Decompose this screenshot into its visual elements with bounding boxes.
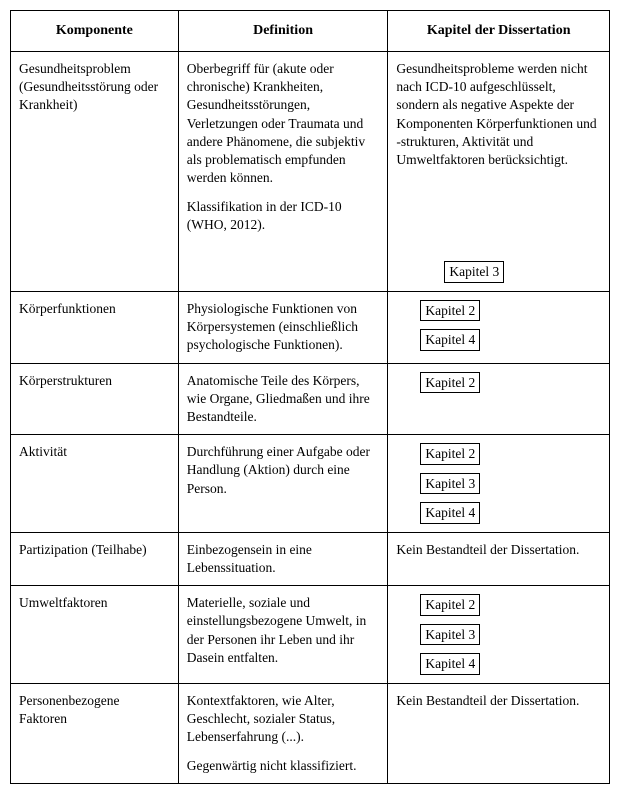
chapter-link[interactable]: Kapitel 4: [420, 329, 480, 351]
cell-komponente: Aktivität: [11, 435, 179, 533]
table-row: Personenbezogene FaktorenKontextfaktoren…: [11, 683, 610, 783]
kapitel-note: Gesundheitsprobleme werden nicht nach IC…: [396, 60, 601, 169]
table-body: Gesundheitsproblem (Gesundheitsstörung o…: [11, 52, 610, 784]
kapitel-note: Kein Bestandteil der Dissertation.: [396, 541, 601, 559]
definition-paragraph: Einbezogensein in eine Lebenssituation.: [187, 541, 380, 577]
cell-definition: Kontextfaktoren, wie Alter, Geschlecht, …: [178, 683, 388, 783]
cell-kapitel: Kein Bestandteil der Dissertation.: [388, 532, 610, 585]
table-row: KörperfunktionenPhysiologische Funktione…: [11, 291, 610, 363]
table-row: UmweltfaktorenMaterielle, soziale und ei…: [11, 586, 610, 684]
chapter-links: Kapitel 2 Kapitel 3 Kapitel 4: [420, 594, 601, 675]
cell-definition: Materielle, soziale und einstellungsbezo…: [178, 586, 388, 684]
cell-definition: Physiologische Funktionen von Körpersyst…: [178, 291, 388, 363]
chapter-link[interactable]: Kapitel 2: [420, 372, 480, 394]
cell-definition: Oberbegriff für (akute oder chronische) …: [178, 52, 388, 292]
cell-definition: Einbezogensein in eine Lebenssituation.: [178, 532, 388, 585]
chapter-link[interactable]: Kapitel 3: [420, 473, 480, 495]
cell-kapitel: Kapitel 2: [388, 363, 610, 435]
chapter-link[interactable]: Kapitel 2: [420, 300, 480, 322]
chapter-links: Kapitel 2: [420, 372, 601, 394]
chapter-link[interactable]: Kapitel 4: [420, 502, 480, 524]
cell-kapitel: Kein Bestandteil der Dissertation.: [388, 683, 610, 783]
chapter-link[interactable]: Kapitel 4: [420, 653, 480, 675]
table-row: KörperstrukturenAnatomische Teile des Kö…: [11, 363, 610, 435]
chapter-links: Kapitel 2 Kapitel 4: [420, 300, 601, 351]
kapitel-note: Kein Bestandteil der Dissertation.: [396, 692, 601, 710]
chapter-links: Kapitel 3: [444, 261, 601, 283]
cell-komponente: Umweltfaktoren: [11, 586, 179, 684]
definition-paragraph: Kontextfaktoren, wie Alter, Geschlecht, …: [187, 692, 380, 747]
definition-paragraph: Physiologische Funktionen von Körpersyst…: [187, 300, 380, 355]
table-header-row: Komponente Definition Kapitel der Disser…: [11, 11, 610, 52]
icf-table: Komponente Definition Kapitel der Disser…: [10, 10, 610, 784]
cell-kapitel: Kapitel 2 Kapitel 4: [388, 291, 610, 363]
cell-definition: Anatomische Teile des Körpers, wie Organ…: [178, 363, 388, 435]
chapter-link[interactable]: Kapitel 3: [444, 261, 504, 283]
definition-paragraph: Oberbegriff für (akute oder chronische) …: [187, 60, 380, 188]
cell-kapitel: Gesundheitsprobleme werden nicht nach IC…: [388, 52, 610, 292]
cell-komponente: Körperstrukturen: [11, 363, 179, 435]
definition-paragraph: Klassifikation in der ICD-10 (WHO, 2012)…: [187, 198, 380, 234]
chapter-link[interactable]: Kapitel 2: [420, 443, 480, 465]
header-kapitel: Kapitel der Dissertation: [388, 11, 610, 52]
cell-komponente: Partizipation (Teilhabe): [11, 532, 179, 585]
header-komponente: Komponente: [11, 11, 179, 52]
header-definition: Definition: [178, 11, 388, 52]
table-row: AktivitätDurchführung einer Aufgabe oder…: [11, 435, 610, 533]
definition-paragraph: Anatomische Teile des Körpers, wie Organ…: [187, 372, 380, 427]
cell-komponente: Gesundheitsproblem (Gesundheitsstörung o…: [11, 52, 179, 292]
cell-komponente: Körperfunktionen: [11, 291, 179, 363]
chapter-links: Kapitel 2 Kapitel 3 Kapitel 4: [420, 443, 601, 524]
definition-paragraph: Materielle, soziale und einstellungsbezo…: [187, 594, 380, 667]
cell-kapitel: Kapitel 2 Kapitel 3 Kapitel 4: [388, 435, 610, 533]
chapter-link[interactable]: Kapitel 2: [420, 594, 480, 616]
definition-paragraph: Durchführung einer Aufgabe oder Handlung…: [187, 443, 380, 498]
table-row: Partizipation (Teilhabe)Einbezogensein i…: [11, 532, 610, 585]
cell-kapitel: Kapitel 2 Kapitel 3 Kapitel 4: [388, 586, 610, 684]
definition-paragraph: Gegenwärtig nicht klassifiziert.: [187, 757, 380, 775]
chapter-link[interactable]: Kapitel 3: [420, 624, 480, 646]
cell-komponente: Personenbezogene Faktoren: [11, 683, 179, 783]
cell-definition: Durchführung einer Aufgabe oder Handlung…: [178, 435, 388, 533]
table-row: Gesundheitsproblem (Gesundheitsstörung o…: [11, 52, 610, 292]
